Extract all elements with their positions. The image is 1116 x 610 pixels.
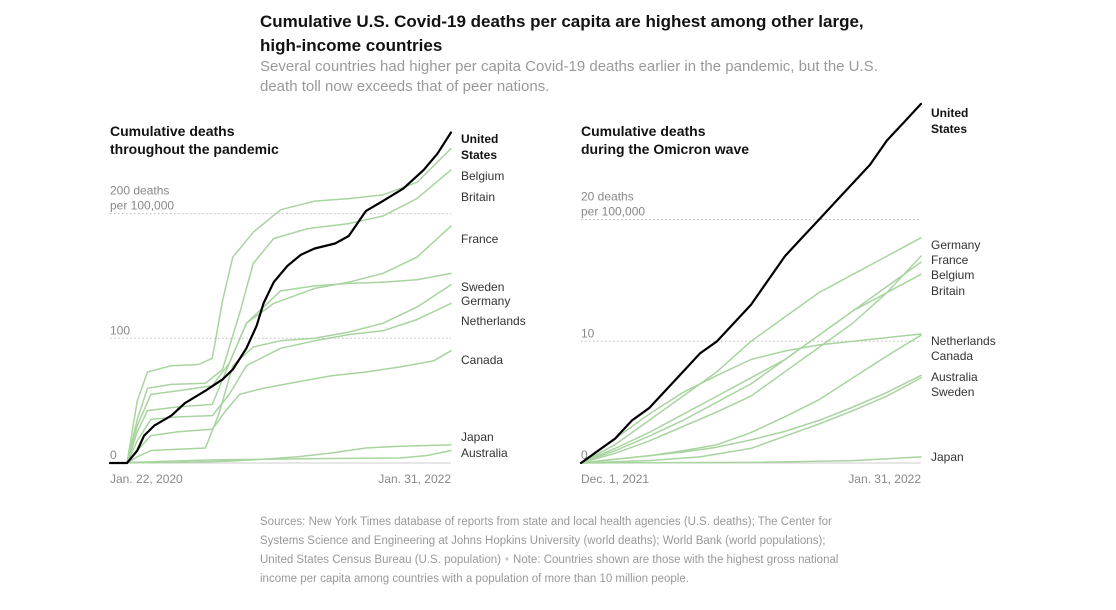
separator-dot: • xyxy=(505,554,510,566)
series-label-japan: Japan xyxy=(461,430,494,444)
series-label-netherlands: Netherlands xyxy=(931,334,996,348)
series-label-germany: Germany xyxy=(461,294,510,308)
series-label-australia: Australia xyxy=(461,446,508,460)
panel-title: Cumulative deaths throughout the pandemic xyxy=(110,123,279,157)
panel-title-line: throughout the pandemic xyxy=(110,141,279,157)
y-tick-label-line: 0 xyxy=(110,448,117,462)
series-line-canada xyxy=(109,350,452,464)
x-tick-label-start: Jan. 22, 2020 xyxy=(110,472,183,486)
series-label-britain: Britain xyxy=(931,284,965,298)
series-line-united-states xyxy=(108,131,453,465)
series-label-united-states: United States xyxy=(931,106,968,136)
series-line-germany xyxy=(580,237,922,464)
series-label-line: United xyxy=(931,106,968,120)
series-label-japan: Japan xyxy=(931,450,964,464)
panel-title-line: during the Omicron wave xyxy=(581,141,749,157)
series-line-germany xyxy=(109,283,452,464)
x-tick-label-end: Jan. 31, 2022 xyxy=(378,472,451,486)
series-label-line: States xyxy=(461,148,497,162)
series-line-britain xyxy=(580,273,922,464)
panel-title: Cumulative deaths during the Omicron wave xyxy=(581,123,749,157)
series-label-canada: Canada xyxy=(461,353,503,367)
series-line-united-states xyxy=(579,102,923,465)
y-tick-label: 0 xyxy=(581,448,588,462)
sources-text: Sources: New York Times database of repo… xyxy=(260,516,832,566)
series-line-netherlands xyxy=(109,302,452,464)
y-tick-label: 10 xyxy=(581,326,595,340)
series-line-netherlands xyxy=(580,333,922,464)
series-line-belgium xyxy=(109,147,452,464)
y-tick-label-line: 10 xyxy=(581,326,595,340)
series-label-belgium: Belgium xyxy=(461,169,504,183)
series-line-australia xyxy=(580,377,922,464)
series-label-netherlands: Netherlands xyxy=(461,314,526,328)
series-label-france: France xyxy=(461,232,499,246)
y-tick-label: 0 xyxy=(110,448,117,462)
series-label-australia: Australia xyxy=(931,370,978,384)
chart-title: Cumulative U.S. Covid-19 deaths per capi… xyxy=(260,12,864,55)
series-label-britain: Britain xyxy=(461,190,495,204)
y-tick-label: 20 deaths per 100,000 xyxy=(581,190,645,219)
y-tick-label-line: 0 xyxy=(581,448,588,462)
series-line-sweden xyxy=(109,272,452,464)
x-tick-label-start: Dec. 1, 2021 xyxy=(581,472,649,486)
panel-title-line: Cumulative deaths xyxy=(110,123,235,139)
series-label-line: States xyxy=(931,122,967,136)
series-line-australia xyxy=(109,449,452,464)
chart-subtitle: Several countries had higher per capita … xyxy=(260,58,878,95)
series-label-line: United xyxy=(461,132,498,146)
series-line-japan xyxy=(580,456,922,464)
y-tick-label: 200 deaths per 100,000 xyxy=(110,184,174,213)
series-line-belgium xyxy=(580,255,922,464)
y-tick-label: 100 xyxy=(110,323,130,337)
series-label-belgium: Belgium xyxy=(931,268,974,282)
y-tick-label-line: 20 deaths xyxy=(581,190,634,204)
note-text: Note: Countries shown are those with the… xyxy=(260,554,839,585)
x-tick-label-end: Jan. 31, 2022 xyxy=(848,472,921,486)
panel-title-line: Cumulative deaths xyxy=(581,123,706,139)
series-label-sweden: Sweden xyxy=(461,280,504,294)
series-line-britain xyxy=(109,169,452,464)
source-notes: Sources: New York Times database of repo… xyxy=(260,513,860,589)
series-label-sweden: Sweden xyxy=(931,385,974,399)
series-label-united-states: United States xyxy=(461,132,498,162)
series-line-japan xyxy=(109,444,452,464)
y-tick-label-line: per 100,000 xyxy=(110,199,174,213)
series-label-france: France xyxy=(931,253,969,267)
y-tick-label-line: 200 deaths xyxy=(110,184,169,198)
series-line-france xyxy=(580,261,922,464)
series-label-germany: Germany xyxy=(931,238,980,252)
y-tick-label-line: per 100,000 xyxy=(581,205,645,219)
series-label-canada: Canada xyxy=(931,349,973,363)
y-tick-label-line: 100 xyxy=(110,323,130,337)
series-line-sweden xyxy=(580,374,922,464)
